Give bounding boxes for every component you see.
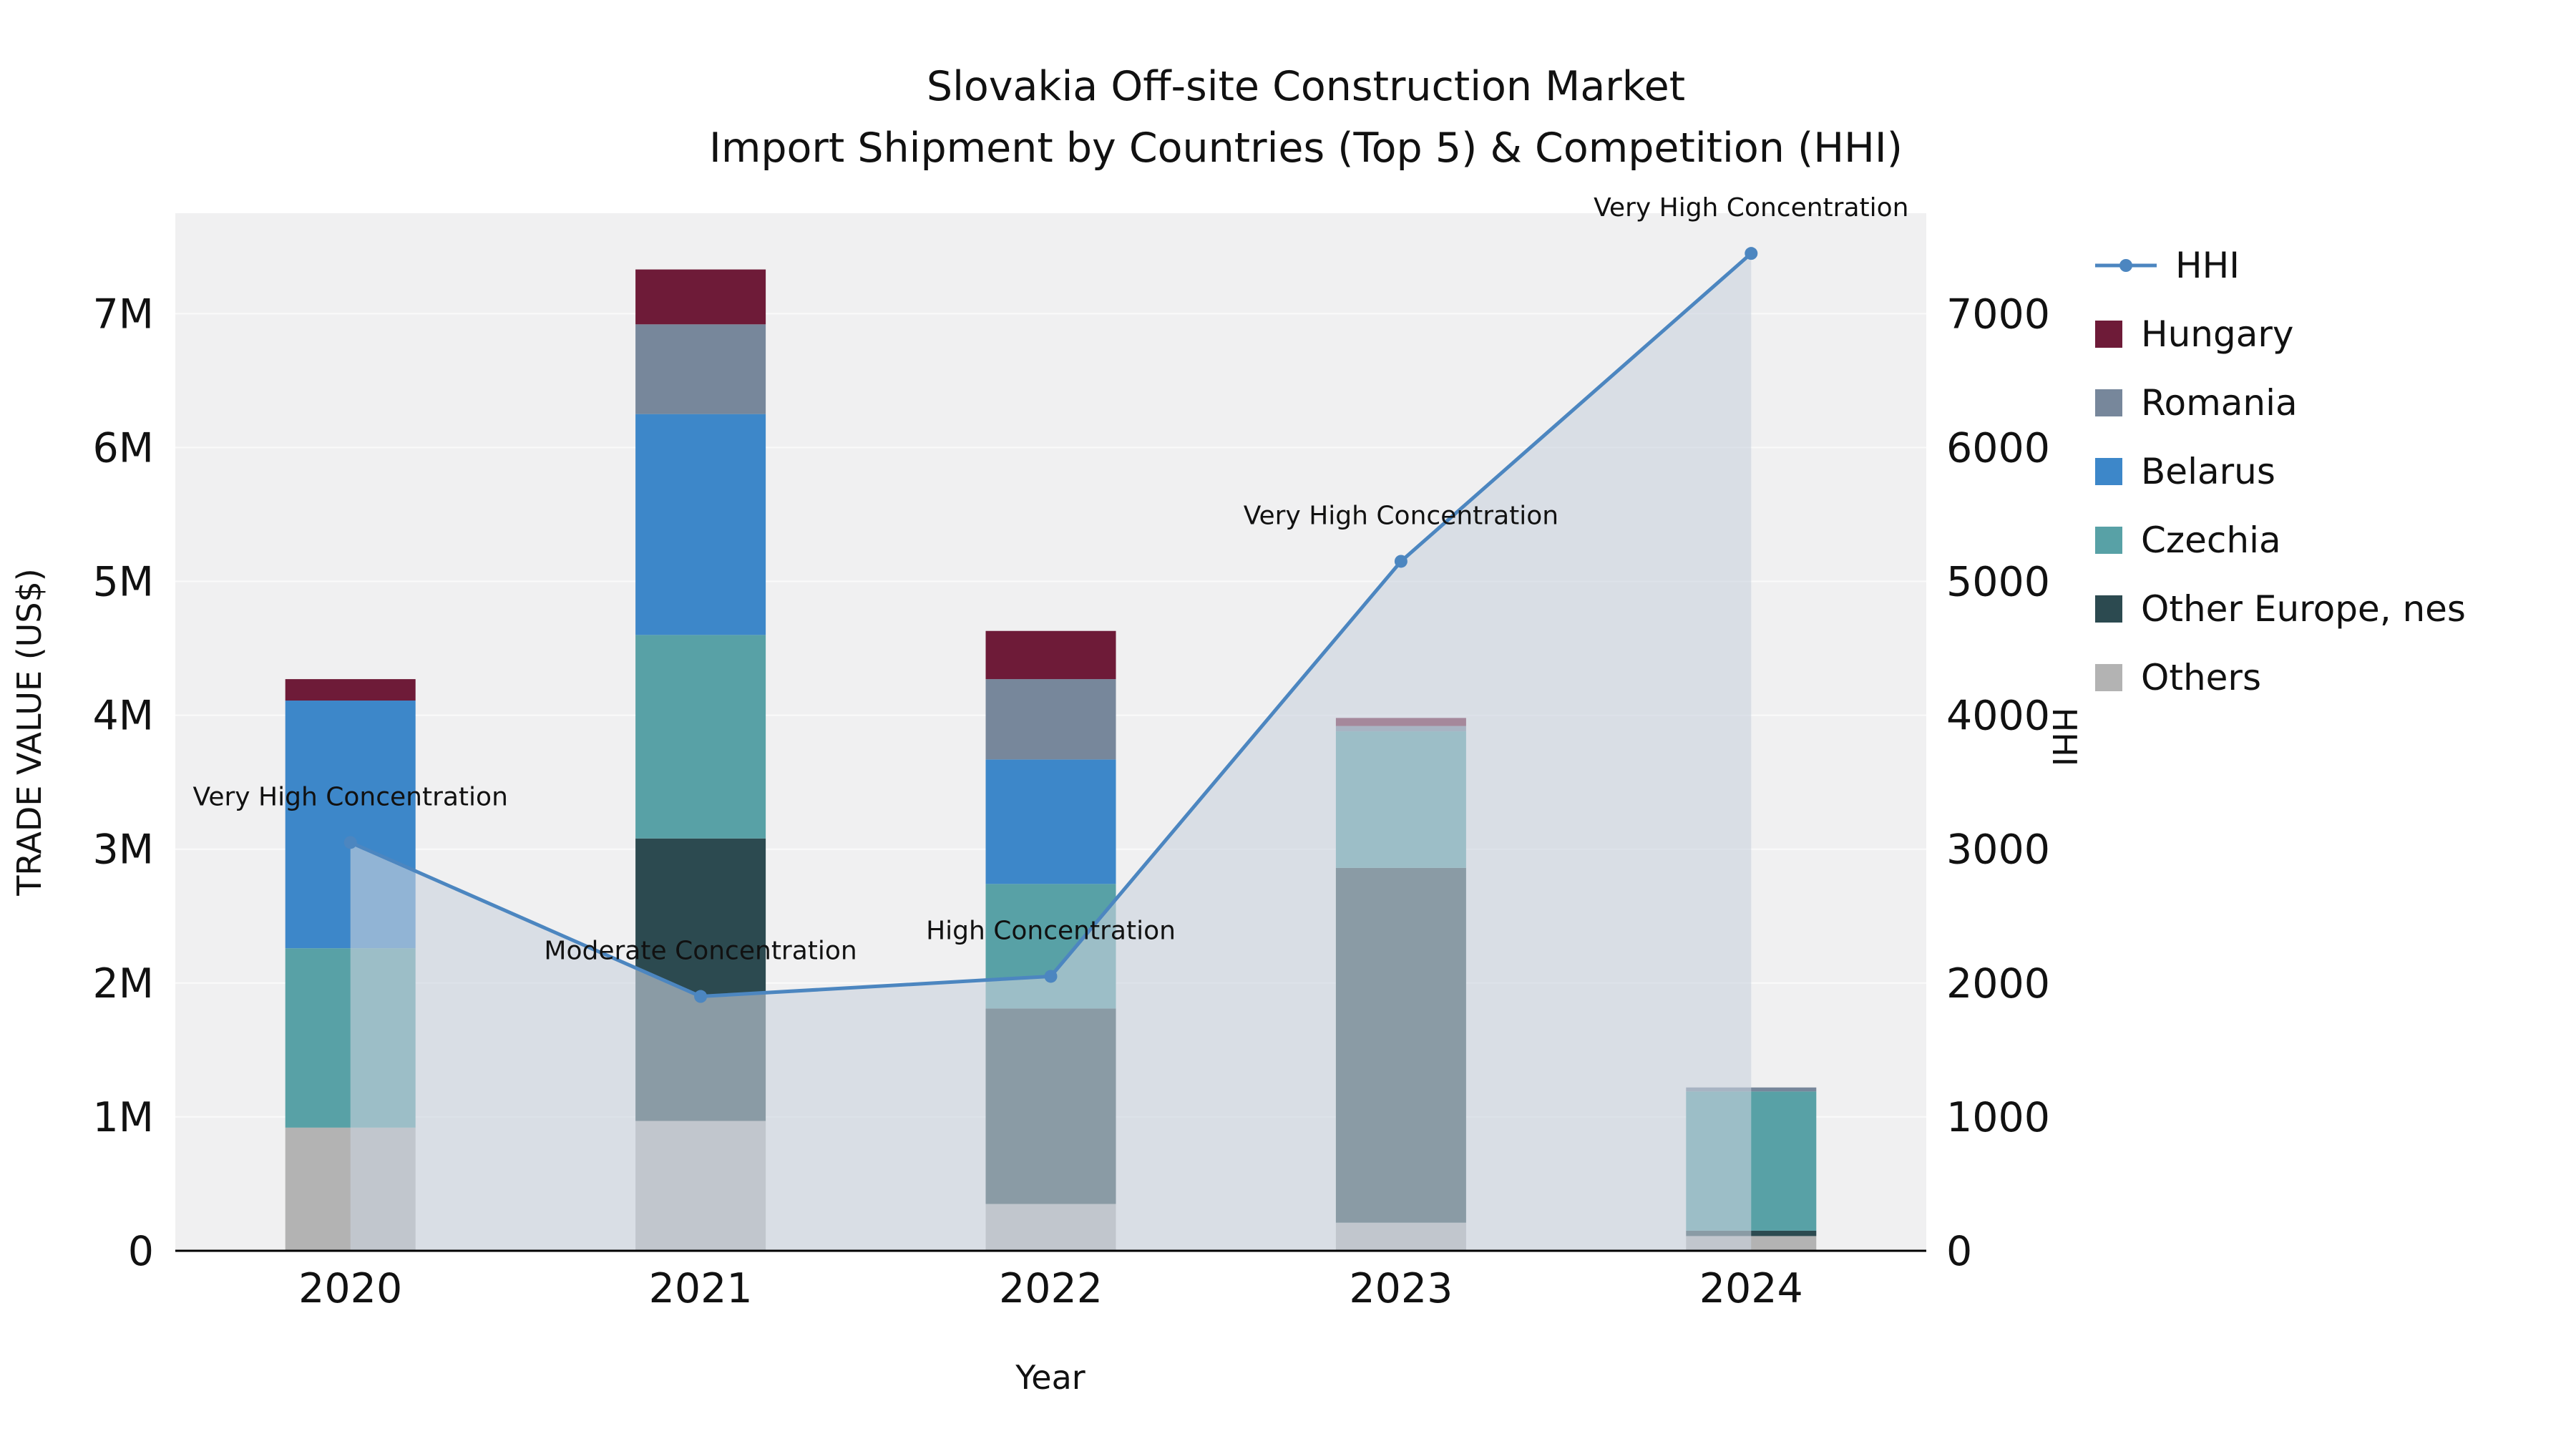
legend-swatch-icon-czechia	[2095, 527, 2122, 554]
y-axis-title-right: HHI	[2045, 707, 2084, 767]
x-axis-tick-2021: 2021	[649, 1265, 753, 1312]
chart-title: Slovakia Off-site Construction Market Im…	[709, 56, 1903, 179]
bar-segment-czechia-2021	[635, 635, 766, 839]
annotation-2024: Very High Concentration	[1594, 193, 1908, 223]
right-axis-tick-2000: 2000	[1946, 960, 2050, 1008]
legend-swatch-icon-hungary	[2095, 321, 2122, 348]
right-axis-tick-3000: 3000	[1946, 826, 2050, 874]
bar-segment-hungary-2020	[285, 679, 416, 701]
right-axis-tick-7000: 7000	[1946, 291, 2050, 338]
hhi-marker-2023	[1394, 555, 1407, 568]
legend-item-other-europe-nes: Other Europe, nes	[2095, 575, 2466, 643]
x-axis-tick-2024: 2024	[1699, 1265, 1803, 1312]
legend-item-romania: Romania	[2095, 369, 2466, 437]
x-axis-tick-2023: 2023	[1349, 1265, 1453, 1312]
legend-item-hhi: HHI	[2095, 231, 2466, 300]
bar-segment-belarus-2022	[985, 759, 1116, 884]
annotation-2021: Moderate Concentration	[544, 937, 857, 966]
chart-title-line2: Import Shipment by Countries (Top 5) & C…	[709, 125, 1903, 172]
bar-segment-hungary-2021	[635, 269, 766, 325]
left-axis-tick-2M: 2M	[93, 960, 154, 1008]
legend-swatch-icon-others	[2095, 664, 2122, 691]
x-axis-title: Year	[1015, 1358, 1085, 1397]
legend-label-hungary: Hungary	[2141, 313, 2294, 355]
legend-line-marker-icon	[2095, 259, 2157, 272]
legend-label-others: Others	[2141, 657, 2262, 698]
chart-title-line1: Slovakia Off-site Construction Market	[926, 63, 1686, 110]
left-axis-tick-1M: 1M	[93, 1094, 154, 1141]
right-axis-tick-5000: 5000	[1946, 559, 2050, 606]
bar-segment-hungary-2022	[985, 630, 1116, 680]
legend-label-hhi: HHI	[2175, 245, 2240, 286]
annotation-2020: Very High Concentration	[193, 782, 508, 811]
legend-label-romania: Romania	[2141, 382, 2298, 424]
hhi-marker-2020	[343, 836, 357, 849]
legend-swatch-icon-other-europe-nes	[2095, 595, 2122, 623]
legend-item-hungary: Hungary	[2095, 300, 2466, 369]
annotation-2022: High Concentration	[926, 916, 1176, 945]
legend-item-belarus: Belarus	[2095, 437, 2466, 506]
legend-item-czechia: Czechia	[2095, 506, 2466, 575]
bar-segment-romania-2022	[985, 679, 1116, 760]
legend-item-others: Others	[2095, 643, 2466, 712]
right-axis-tick-0: 0	[1946, 1228, 1972, 1275]
legend-swatch-icon-romania	[2095, 389, 2122, 416]
legend-swatch-icon-belarus	[2095, 458, 2122, 485]
left-axis-tick-3M: 3M	[93, 826, 154, 874]
hhi-marker-2024	[1745, 247, 1758, 260]
bar-segment-belarus-2021	[635, 414, 766, 635]
left-axis-tick-7M: 7M	[93, 291, 154, 338]
left-axis-tick-4M: 4M	[93, 693, 154, 740]
legend: HHI Hungary Romania Belarus Czechia Other Eur…	[2095, 231, 2466, 712]
left-axis-tick-5M: 5M	[93, 559, 154, 606]
left-axis-tick-6M: 6M	[93, 424, 154, 472]
legend-label-czechia: Czechia	[2141, 519, 2281, 561]
left-axis-tick-0: 0	[128, 1228, 154, 1275]
x-axis-tick-2020: 2020	[298, 1265, 402, 1312]
hhi-marker-2021	[694, 990, 708, 1003]
legend-label-belarus: Belarus	[2141, 451, 2275, 492]
x-axis-tick-2022: 2022	[999, 1265, 1103, 1312]
right-axis-tick-4000: 4000	[1946, 693, 2050, 740]
right-axis-tick-1000: 1000	[1946, 1094, 2050, 1141]
legend-label-other-europe-nes: Other Europe, nes	[2141, 588, 2466, 630]
y-axis-title-left: TRADE VALUE (US$)	[10, 568, 49, 896]
hhi-marker-2022	[1044, 970, 1058, 983]
right-axis-tick-6000: 6000	[1946, 424, 2050, 472]
bar-segment-romania-2021	[635, 324, 766, 414]
annotation-2023: Very High Concentration	[1244, 501, 1558, 530]
